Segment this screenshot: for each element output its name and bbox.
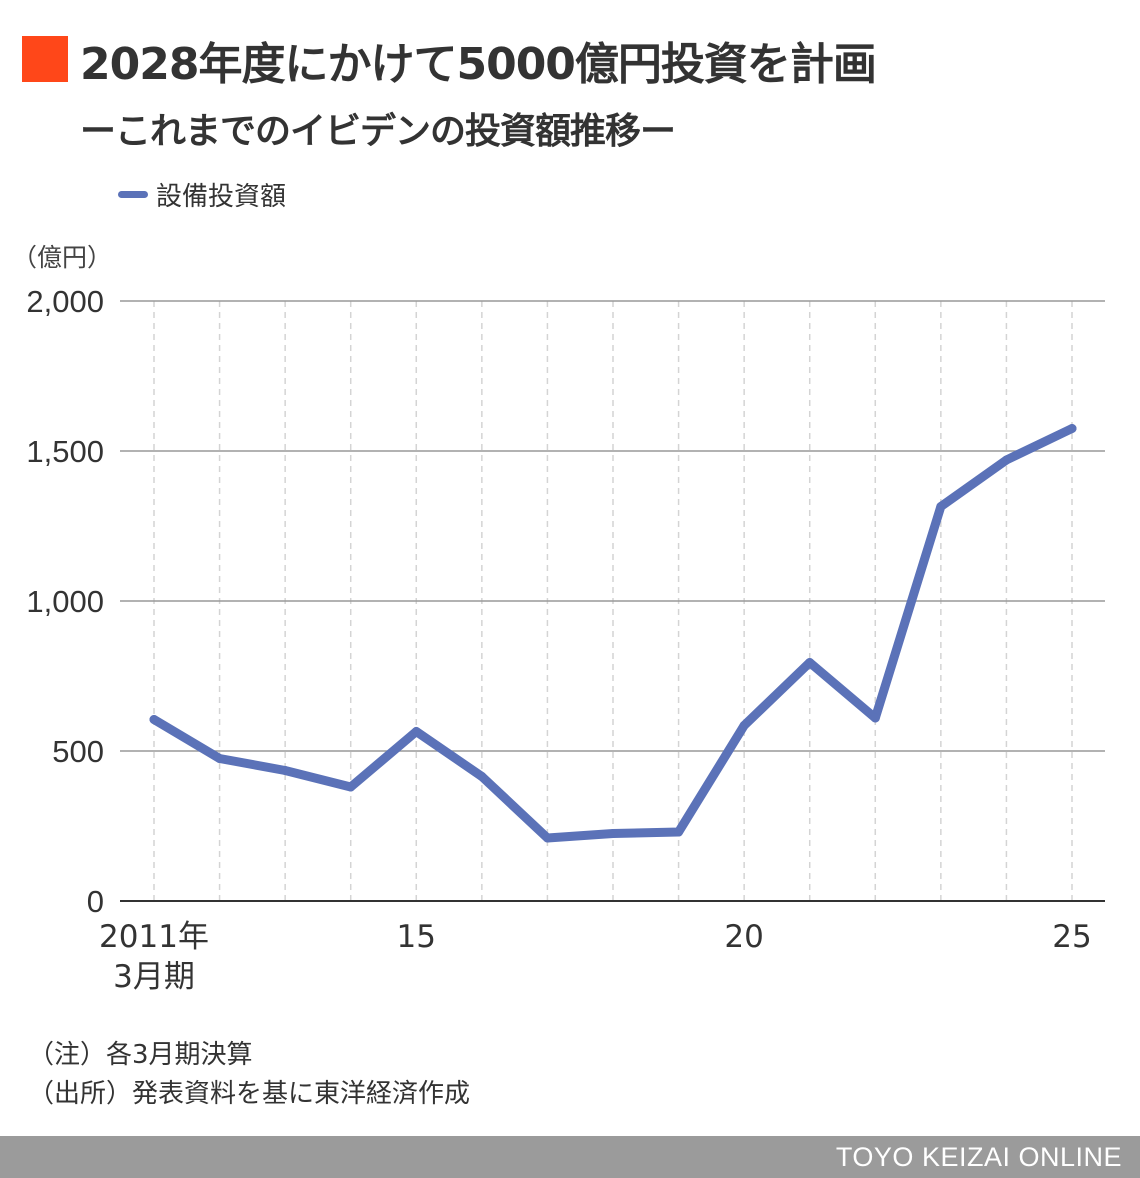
- data-point: [1001, 455, 1011, 465]
- data-point: [477, 772, 487, 781]
- data-point: [542, 833, 552, 843]
- data-point: [870, 713, 880, 723]
- title-accent-square: [22, 36, 68, 82]
- data-point: [739, 721, 749, 730]
- data-point: [674, 827, 684, 837]
- data-point: [411, 727, 421, 736]
- data-point: [215, 754, 225, 763]
- data-point: [936, 502, 946, 511]
- footnote: （注）各3月期決算: [28, 1040, 253, 1070]
- y-axis-unit: （億円）: [12, 243, 113, 272]
- x-tick-label: 3月期: [113, 959, 195, 995]
- brand-label: TOYO KEIZAI ONLINE: [835, 1142, 1122, 1172]
- x-tick-label: 20: [724, 919, 763, 955]
- y-tick-label: 1,000: [26, 584, 104, 619]
- x-tick-label: 15: [397, 919, 436, 955]
- chart-title: 2028年度にかけて5000億円投資を計画: [80, 39, 877, 90]
- y-tick-label: 0: [87, 884, 104, 919]
- data-point: [346, 782, 356, 792]
- data-point: [280, 766, 290, 775]
- legend: 設備投資額: [118, 178, 287, 212]
- data-point: [608, 829, 618, 838]
- x-tick-label: 25: [1052, 919, 1091, 955]
- y-tick-label: 500: [52, 734, 104, 769]
- y-tick-label: 1,500: [26, 434, 104, 469]
- source-note: （出所）発表資料を基に東洋経済作成: [28, 1079, 471, 1109]
- data-point: [1067, 424, 1077, 433]
- data-point: [149, 715, 159, 724]
- legend-swatch: [118, 190, 148, 198]
- footer-bar: TOYO KEIZAI ONLINE: [0, 1136, 1140, 1178]
- y-tick-label: 2,000: [26, 284, 104, 319]
- data-point: [805, 658, 815, 667]
- line-chart: 0 500 1,000 1,500 2,000 2011年 3月期 15 20 25: [26, 284, 1105, 995]
- x-tick-label: 2011年: [99, 919, 209, 955]
- chart-subtitle: ーこれまでのイビデンの投資額推移ー: [80, 111, 676, 152]
- legend-label: 設備投資額: [156, 181, 287, 212]
